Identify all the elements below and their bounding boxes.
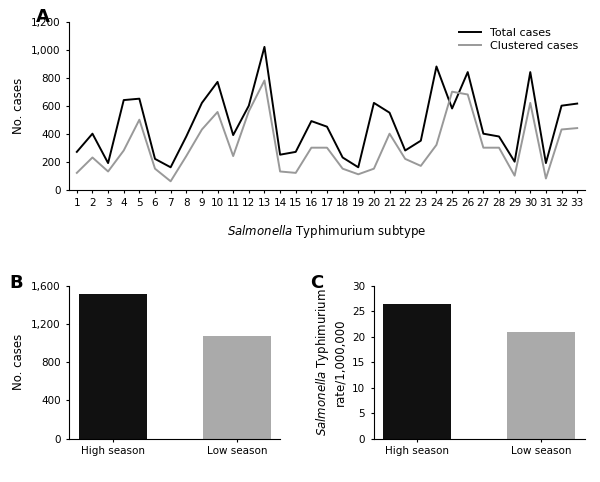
Clustered cases [496, 145, 503, 150]
Clustered cases [480, 145, 487, 150]
Clustered cases [401, 156, 409, 162]
Total cases [89, 131, 96, 136]
Total cases [542, 160, 550, 166]
Clustered cases [73, 170, 80, 176]
Total cases [292, 149, 299, 155]
Total cases [558, 103, 565, 108]
Clustered cases [574, 125, 581, 131]
Total cases [199, 100, 206, 106]
Clustered cases [104, 169, 112, 174]
Total cases [277, 152, 284, 158]
Clustered cases [448, 89, 455, 94]
Legend: Total cases, Clustered cases: Total cases, Clustered cases [455, 24, 583, 55]
Total cases [370, 100, 377, 106]
Clustered cases [182, 153, 190, 159]
Clustered cases [214, 109, 221, 115]
Clustered cases [245, 108, 253, 114]
Clustered cases [167, 178, 174, 184]
Y-axis label: No. cases: No. cases [13, 78, 25, 134]
Clustered cases [542, 175, 550, 181]
Line: Total cases: Total cases [77, 47, 577, 167]
Total cases [120, 97, 127, 103]
Total cases [464, 69, 472, 75]
Clustered cases [136, 117, 143, 122]
Bar [507, 332, 575, 439]
Y-axis label: No. cases: No. cases [13, 334, 25, 390]
Bar [79, 294, 147, 439]
Total cases [323, 124, 331, 130]
Clustered cases [323, 145, 331, 150]
Text: $\it{Salmonella}$ Typhimurium subtype: $\it{Salmonella}$ Typhimurium subtype [227, 223, 427, 241]
Clustered cases [230, 153, 237, 159]
Clustered cases [433, 142, 440, 148]
Text: B: B [10, 274, 23, 292]
Clustered cases [339, 166, 346, 172]
Total cases [73, 149, 80, 155]
Bar [383, 304, 451, 439]
Text: A: A [35, 8, 49, 26]
Y-axis label: $\it{Salmonella}$ Typhimurium
rate/1,000,000: $\it{Salmonella}$ Typhimurium rate/1,000… [314, 288, 346, 436]
Total cases [480, 131, 487, 136]
Clustered cases [355, 172, 362, 177]
Total cases [136, 96, 143, 102]
Total cases [448, 106, 455, 111]
Total cases [230, 132, 237, 138]
Clustered cases [417, 163, 424, 169]
Total cases [496, 134, 503, 139]
Clustered cases [308, 145, 315, 150]
Clustered cases [261, 78, 268, 83]
Clustered cases [558, 127, 565, 133]
Total cases [261, 44, 268, 50]
Total cases [433, 64, 440, 69]
Total cases [214, 79, 221, 85]
Total cases [511, 159, 518, 164]
Clustered cases [151, 166, 158, 172]
Clustered cases [277, 169, 284, 174]
Total cases [527, 69, 534, 75]
Total cases [401, 147, 409, 153]
Total cases [151, 156, 158, 162]
Total cases [182, 134, 190, 139]
Total cases [245, 103, 253, 108]
Clustered cases [370, 166, 377, 172]
Clustered cases [527, 100, 534, 106]
Total cases [417, 138, 424, 144]
Text: C: C [310, 274, 323, 292]
Clustered cases [511, 173, 518, 178]
Clustered cases [199, 127, 206, 133]
Clustered cases [464, 92, 472, 97]
Line: Clustered cases: Clustered cases [77, 80, 577, 181]
Clustered cases [386, 131, 393, 136]
Total cases [167, 164, 174, 170]
Total cases [339, 155, 346, 161]
Total cases [104, 160, 112, 166]
Total cases [574, 101, 581, 107]
Bar [203, 335, 271, 439]
Clustered cases [120, 147, 127, 153]
Total cases [386, 110, 393, 116]
Clustered cases [89, 155, 96, 161]
Clustered cases [292, 170, 299, 176]
Total cases [308, 118, 315, 124]
Total cases [355, 164, 362, 170]
